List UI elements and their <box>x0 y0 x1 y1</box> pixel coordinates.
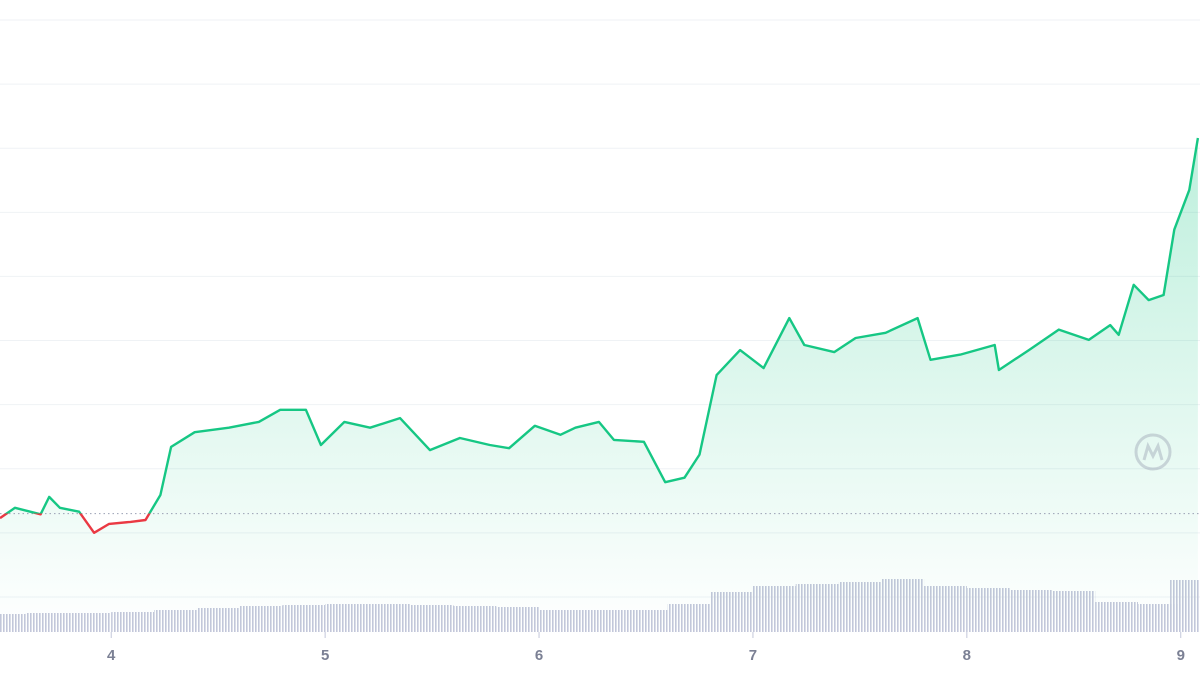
x-tick-label: 8 <box>963 647 971 664</box>
x-tick-label: 4 <box>107 647 116 664</box>
plot <box>0 137 1200 632</box>
price-line <box>0 137 1200 534</box>
x-axis: 4 5 6 7 8 9 <box>107 632 1185 664</box>
price-area <box>0 138 1198 632</box>
watermark <box>1134 433 1172 471</box>
x-tick-label: 5 <box>321 647 329 664</box>
x-tick-label: 7 <box>749 647 757 664</box>
x-tick-label: 9 <box>1177 647 1185 664</box>
x-tick-label: 6 <box>535 647 543 664</box>
